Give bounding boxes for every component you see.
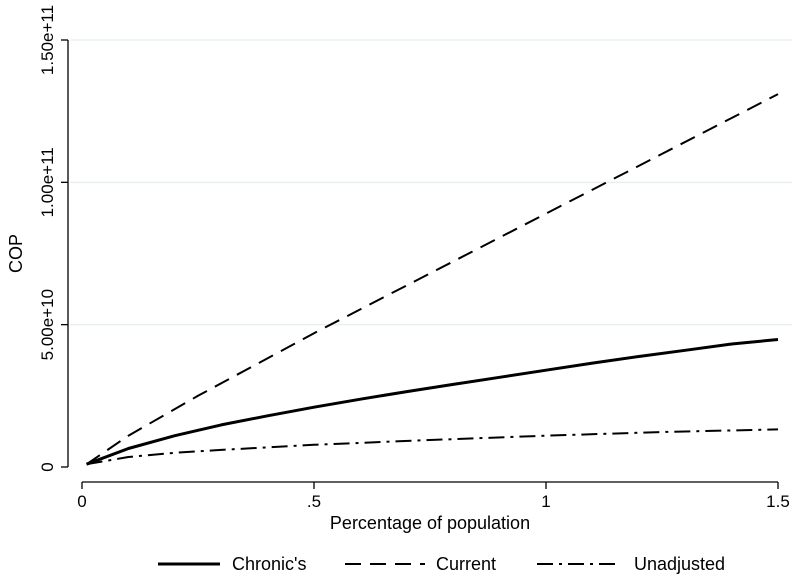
x-tick-label-3: 1.5	[766, 492, 790, 511]
y-tick-label-3: 1.50e+11	[38, 5, 57, 75]
grid-layer	[70, 39, 792, 326]
y-axis-title: COP	[6, 234, 26, 273]
legend-label-current: Current	[436, 554, 496, 574]
x-tick-label-0: 0	[77, 492, 86, 511]
y-tick-label-2: 1.00e+11	[38, 147, 57, 217]
legend: Chronic's Current Unadjusted	[158, 554, 725, 574]
y-tick-label-1: 5.00e+10	[38, 289, 57, 360]
x-axis-title: Percentage of population	[330, 513, 530, 533]
series-line-current	[86, 93, 779, 466]
x-tick-label-1: .5	[307, 492, 321, 511]
series-line-chronic-s	[86, 338, 779, 466]
y-tick-label-0: 0	[38, 462, 57, 471]
series-layer	[86, 93, 779, 466]
legend-label-unadjusted: Unadjusted	[634, 554, 725, 574]
series-line-unadjusted	[86, 428, 779, 466]
x-tick-label-2: 1	[541, 492, 550, 511]
legend-label-chronic-s: Chronic's	[232, 554, 306, 574]
axes-layer: 0 5.00e+10 1.00e+11 1.50e+11 0 .5 1 1.5	[38, 5, 790, 511]
